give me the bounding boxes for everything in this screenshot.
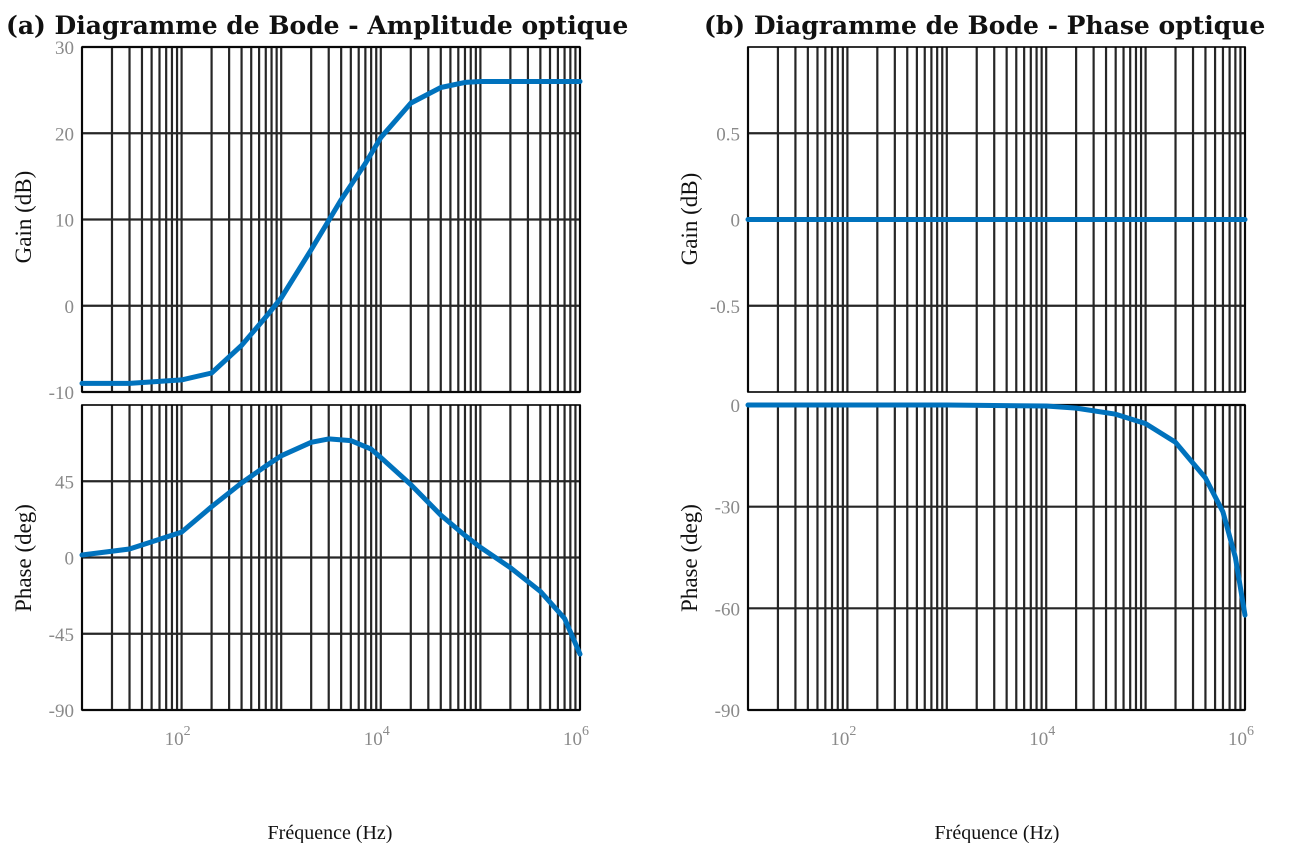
panel-a-phase-axes: 45 0 -45 -90 xyxy=(49,404,583,722)
plot-area: 30 20 10 0 -10 45 0 -45 -90 102 104 106 0.5 0 -0.5 0 -30… xyxy=(49,38,1254,750)
panel-b-magnitude-ytick-label: 0.5 xyxy=(716,124,740,145)
panel-a-phase-ytick-label: 0 xyxy=(65,549,75,570)
panel-a-magnitude-ytick-label: 10 xyxy=(55,211,74,232)
panel-b-magnitude-ylabel: Gain (dB) xyxy=(677,173,702,266)
panel-a-magnitude-series-line xyxy=(79,79,583,386)
panel-a-xtick-label: 106 xyxy=(563,724,589,750)
panel-a-phase-series-line xyxy=(79,436,583,657)
panel-a-xlabel: Fréquence (Hz) xyxy=(268,822,393,843)
panel-b-phase-ylabel: Phase (deg) xyxy=(677,504,702,612)
panel-a-magnitude-axes: 30 20 10 0 -10 xyxy=(49,38,583,404)
panel-a-magnitude-ytick-label: -10 xyxy=(49,383,74,404)
panel-b-phase-series-line xyxy=(745,402,1248,618)
panel-a-phase-ytick-label: -45 xyxy=(49,625,74,646)
panel-b-xlabel: Fréquence (Hz) xyxy=(935,822,1060,843)
panel-a-phase-ytick-label: -90 xyxy=(49,701,74,722)
panel-b-phase-ytick-label: -60 xyxy=(715,599,740,620)
panel-a-phase-frame xyxy=(81,404,581,711)
panel-a-phase-ytick-label: 45 xyxy=(55,472,74,493)
panel-b-phase-axes: 0 -30 -60 -90 xyxy=(715,396,1248,722)
panel-b-phase-ytick-label: 0 xyxy=(731,396,741,417)
panel-b-xtick-label: 106 xyxy=(1228,724,1254,750)
panel-b-phase-ytick-label: -30 xyxy=(715,498,740,519)
panel-a-magnitude-ytick-label: 0 xyxy=(65,297,75,318)
panel-a-xtick-label: 102 xyxy=(165,724,191,750)
panel-b-xtick-label: 102 xyxy=(830,724,856,750)
panel-a-xtick-label: 104 xyxy=(364,724,390,750)
panel-b-phase-ytick-label: -90 xyxy=(715,701,740,722)
panel-b-magnitude-ytick-label: 0 xyxy=(731,211,741,232)
panel-b-xtick-label: 104 xyxy=(1029,724,1055,750)
panel-b-magnitude-ytick-label: -0.5 xyxy=(710,297,740,318)
panel-a-phase-ylabel: Phase (deg) xyxy=(11,504,36,612)
panel-a-magnitude-ylabel: Gain (dB) xyxy=(11,171,36,264)
panel-a-title: (a) Diagramme de Bode - Amplitude optiqu… xyxy=(6,11,628,40)
panel-b-magnitude-axes: 0.5 0 -0.5 xyxy=(710,46,1248,393)
panel-a-magnitude-ytick-label: 20 xyxy=(55,124,74,145)
panel-b-title: (b) Diagramme de Bode - Phase optique xyxy=(704,11,1265,40)
panel-b-phase-frame xyxy=(747,404,1246,711)
panel-a-magnitude-frame xyxy=(81,46,581,393)
panel-a-magnitude-ytick-label: 30 xyxy=(55,38,74,59)
